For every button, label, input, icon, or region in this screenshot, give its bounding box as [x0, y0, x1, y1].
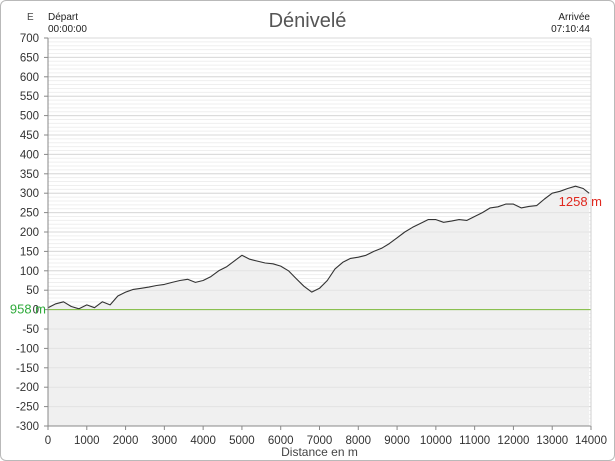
start-elevation-label: 958 m: [10, 302, 46, 317]
x-tick-labels: 0 1000 2000 3000 4000 5000 6000 7000 8000 9000 100…: [45, 426, 607, 447]
y-tick-label: 550: [20, 91, 39, 103]
elevation-area-fill: [48, 186, 590, 426]
y-tick-label: -150: [16, 363, 39, 375]
y-tick-label: 450: [20, 130, 39, 142]
y-tick-label: 650: [20, 52, 39, 64]
start-time: 00:00:00: [48, 24, 87, 35]
y-tick-label: 200: [20, 227, 39, 239]
y-tick-label: 100: [20, 266, 39, 278]
y-tick-label: -200: [16, 382, 39, 394]
x-tick-label: 6000: [268, 435, 294, 447]
x-tick-label: 13000: [536, 435, 568, 447]
x-tick-label: 3000: [152, 435, 178, 447]
y-tick-label: 50: [26, 285, 39, 297]
end-label: Arrivée: [558, 12, 590, 23]
y-axis-unit: E: [27, 12, 34, 23]
start-label: Départ: [48, 12, 79, 23]
x-tick-label: 10000: [420, 435, 452, 447]
end-info: Arrivée 07:10:44: [551, 12, 590, 36]
x-tick-label: 5000: [229, 435, 255, 447]
x-tick-label: 1000: [74, 435, 100, 447]
x-tick-label: 12000: [497, 435, 529, 447]
y-tick-label: 350: [20, 169, 39, 181]
grid-overlay: [48, 37, 591, 427]
x-tick-label: 7000: [307, 435, 333, 447]
y-tick-label: 400: [20, 149, 39, 161]
end-elevation-label: 1258 m: [559, 194, 602, 209]
y-tick-label: 250: [20, 208, 39, 220]
y-tick-label: 0: [33, 305, 39, 317]
elevation-line: [47, 185, 590, 310]
x-tick-label: 8000: [345, 435, 371, 447]
x-tick-label: 11000: [459, 435, 490, 447]
chart-title: Dénivelé: [268, 10, 347, 32]
y-tick-label: 150: [20, 246, 39, 258]
x-tick-label: 2000: [113, 435, 139, 447]
end-time: 07:10:44: [551, 24, 590, 35]
y-tick-labels: 7006506005505004504003503002502001501005…: [16, 33, 48, 433]
y-tick-label: 700: [20, 33, 39, 45]
x-tick-label: 4000: [190, 435, 216, 447]
y-tick-label: -250: [16, 402, 39, 414]
y-tick-label: -50: [22, 324, 39, 336]
start-info: Départ 00:00:00: [48, 12, 87, 36]
x-axis-title: Distance en m: [281, 445, 358, 459]
x-tick-label: 14000: [575, 435, 607, 447]
y-tick-label: 500: [20, 111, 39, 123]
y-tick-label: -300: [16, 421, 39, 433]
y-tick-label: 600: [20, 72, 39, 84]
x-tick-label: 9000: [384, 435, 410, 447]
x-tick-label: 0: [45, 435, 51, 447]
y-tick-label: 300: [20, 188, 39, 200]
y-tick-label: -100: [16, 343, 39, 355]
